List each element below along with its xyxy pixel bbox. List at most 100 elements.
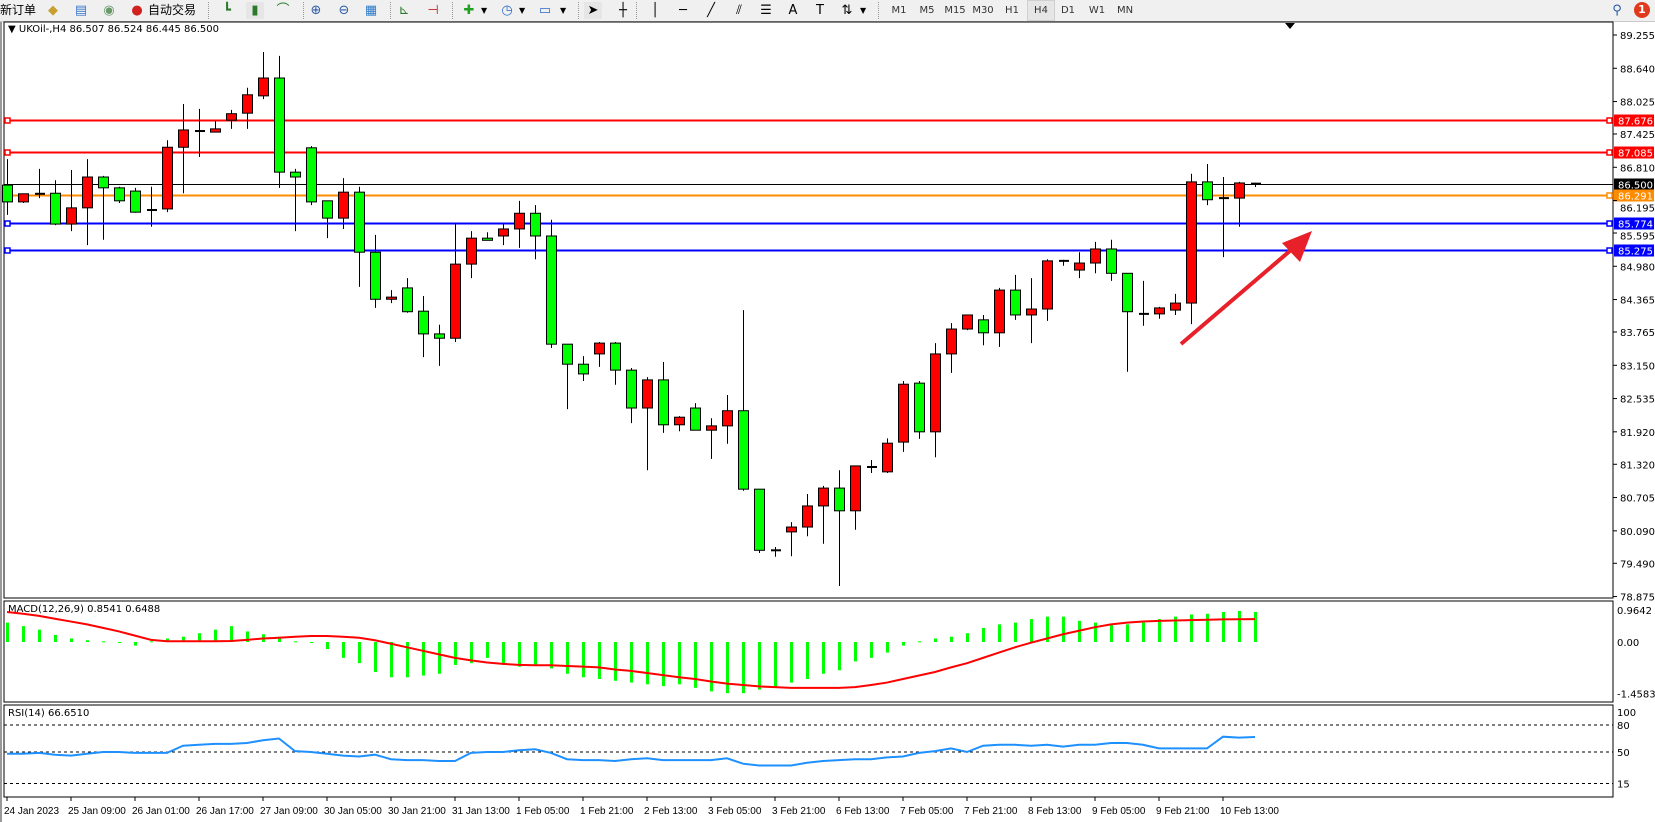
level-handle [4, 117, 11, 124]
cursor-icon[interactable]: ➤ [584, 2, 602, 19]
candle-up [178, 129, 189, 148]
tile-windows-icon[interactable]: ▦ [364, 3, 378, 18]
notifications-icon[interactable]: 1 [1630, 2, 1654, 20]
time-tick-label: 24 Jan 2023 [4, 806, 59, 817]
macd-histogram-bar [166, 638, 169, 642]
candle-doji [771, 549, 781, 552]
new-order-button[interactable]: 新订单 [0, 3, 37, 17]
rsi-label: RSI(14) 66.6510 [8, 708, 90, 719]
macd-histogram-bar [150, 641, 153, 643]
candle-up [242, 94, 253, 114]
candle-down [482, 237, 493, 241]
macd-histogram-bar [1062, 616, 1065, 642]
level-price-label: 87.085 [1618, 149, 1653, 160]
level-price-box [1614, 146, 1654, 159]
text-icon[interactable]: A [788, 3, 798, 18]
candle-down [274, 77, 285, 173]
text-label-icon[interactable]: T [816, 3, 824, 18]
crosshair-icon[interactable]: ┼ [619, 3, 627, 18]
candle-down [834, 487, 845, 512]
candle-up [594, 342, 605, 355]
chevron-down-icon[interactable]: ▼ [519, 6, 526, 15]
price-tick-label: 86.195 [1620, 204, 1655, 215]
line-chart-icon[interactable]: ⌒ [276, 3, 290, 18]
macd-histogram-bar [710, 642, 713, 692]
auto-trading-icon[interactable]: ● [131, 3, 143, 18]
macd-histogram-bar [790, 642, 793, 683]
equidistant-channel-icon[interactable]: ⫽ [736, 3, 742, 18]
time-tick-label: 1 Feb 05:00 [516, 806, 570, 817]
timeframe-h1[interactable]: H1 [1005, 5, 1019, 16]
candle-down [402, 287, 413, 313]
candle-up [386, 296, 397, 300]
price-tick-label: 84.365 [1620, 296, 1655, 307]
auto-scroll-icon[interactable]: ⊾ [398, 3, 410, 18]
macd-histogram-bar [534, 642, 537, 665]
timeframe-w1[interactable]: W1 [1088, 5, 1106, 16]
level-price-box [1614, 244, 1654, 257]
fibonacci-icon[interactable]: ☰ [760, 3, 772, 18]
arrows-icon[interactable]: ⇅ [841, 3, 853, 18]
price-tick-label: 79.490 [1620, 559, 1655, 570]
candle-up [1186, 181, 1197, 304]
time-tick-label: 30 Jan 21:00 [388, 806, 446, 817]
candle-doji [867, 465, 877, 468]
horizontal-line-icon[interactable]: ─ [679, 3, 687, 18]
timeframe-mn[interactable]: MN [1116, 5, 1134, 16]
symbol-menu-icon[interactable]: ▼ [8, 24, 16, 35]
candle-down [530, 212, 541, 237]
indicators-icon[interactable]: ✚ [463, 3, 475, 18]
trendline-icon[interactable]: ╱ [707, 3, 715, 18]
templates-icon[interactable]: ▭ [538, 3, 552, 18]
timeframe-d1[interactable]: D1 [1060, 5, 1076, 16]
chevron-down-icon[interactable]: ▼ [860, 6, 867, 15]
timeframe-h4[interactable]: H4 [1027, 0, 1055, 21]
bar-chart-icon[interactable]: ┗ [223, 3, 231, 18]
macd-histogram-bar [214, 629, 217, 642]
macd-histogram-bar [1238, 610, 1241, 642]
candle-doji [1251, 182, 1261, 185]
level-handle [4, 220, 11, 227]
ohlc-readout: 86.507 86.524 86.445 86.500 [69, 24, 220, 35]
time-tick-label: 26 Jan 01:00 [132, 806, 190, 817]
candle-down [914, 382, 925, 433]
chart-shift-icon[interactable]: ⊣ [427, 3, 439, 18]
macd-histogram-bar [774, 642, 777, 688]
time-tick-label: 27 Jan 09:00 [260, 806, 318, 817]
chevron-down-icon[interactable]: ▼ [560, 6, 567, 15]
candle-down [690, 407, 701, 431]
timeframe-m15[interactable]: M15 [944, 5, 966, 16]
macd-histogram-bar [1158, 619, 1161, 642]
zoom-in-icon[interactable]: ⊕ [310, 3, 322, 18]
symbol-label: UKOil-,H4 [18, 24, 67, 35]
timeframe-m5[interactable]: M5 [919, 5, 935, 16]
candle-up [1170, 302, 1181, 311]
timeframe-m1[interactable]: M1 [891, 5, 907, 16]
vertical-line-icon[interactable]: │ [651, 3, 659, 18]
candle-down [418, 310, 429, 335]
candle-up [994, 289, 1005, 334]
rsi-pane [4, 724, 1613, 784]
candle-down [1202, 181, 1213, 201]
chart-shift-marker[interactable] [1285, 23, 1295, 29]
price-tick-label: 88.025 [1620, 98, 1655, 109]
macd-histogram-bar [246, 631, 249, 642]
candle-down [354, 191, 365, 253]
chevron-down-icon[interactable]: ▼ [481, 6, 488, 15]
notification-badge: 1 [1634, 2, 1650, 18]
timeframe-m30[interactable]: M30 [972, 5, 994, 16]
candlestick-icon[interactable]: ▮ [246, 2, 264, 19]
macd-histogram-bar [950, 636, 953, 642]
market-watch-icon[interactable]: ◆ [48, 3, 58, 18]
candle-down [578, 363, 589, 375]
toolbar: 新订单 ◆ ▤ ◉ ● 自动交易 ┗ ▮ ⌒ ⊕ ⊖ ▦ ⊾ ⊣ ✚ ▼ ◷ ▼ ▭… [0, 0, 1655, 22]
navigator-icon[interactable]: ▤ [74, 3, 88, 18]
candle-up [514, 212, 525, 230]
search-icon[interactable]: ⚲ [1612, 3, 1622, 18]
signals-icon[interactable]: ◉ [103, 3, 115, 18]
macd-histogram-bar [902, 642, 905, 646]
periods-icon[interactable]: ◷ [501, 3, 513, 18]
zoom-out-icon[interactable]: ⊖ [338, 3, 350, 18]
auto-trading-button[interactable]: 自动交易 [148, 3, 197, 17]
